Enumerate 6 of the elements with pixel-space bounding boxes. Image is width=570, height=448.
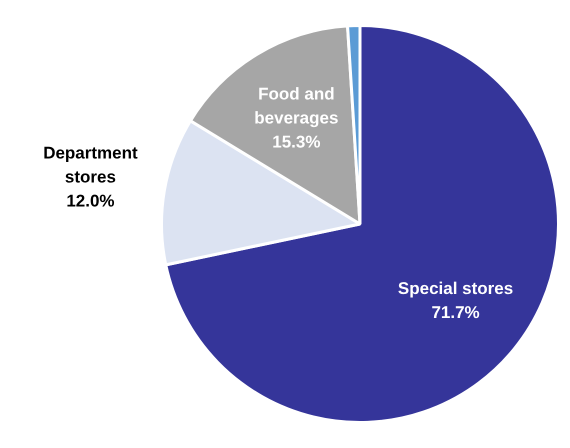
data-label: 12.0% xyxy=(66,192,115,211)
data-label: 71.7% xyxy=(431,303,480,322)
slice-label: Special stores xyxy=(398,279,514,298)
data-label: 15.3% xyxy=(272,132,320,152)
slice-label: Food and beverages xyxy=(254,84,338,128)
slice-label: Department stores xyxy=(43,144,138,187)
